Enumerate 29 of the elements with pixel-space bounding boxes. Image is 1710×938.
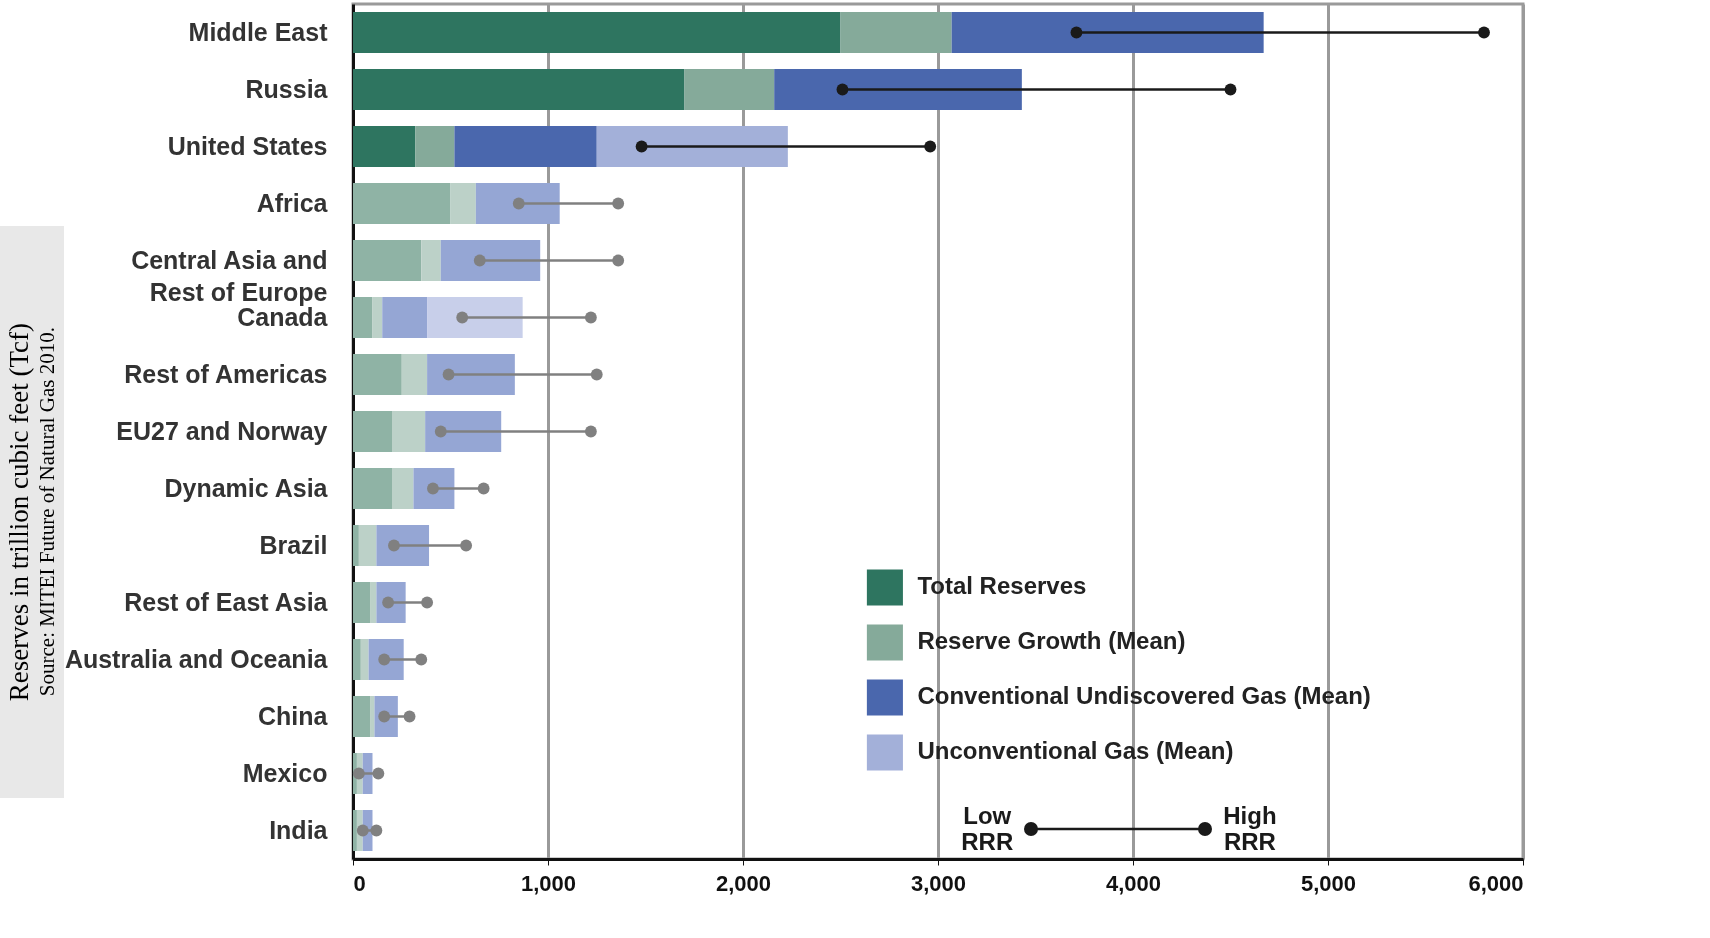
y-tick-label: India [269,815,329,844]
y-tick-label: United States [167,131,328,160]
x-tick-label: 4,000 [1105,870,1162,896]
y-tick-label: Rest of East Asia [124,587,329,616]
y-axis-title: Reserves in trillion cubic feet (Tcf) [4,322,35,702]
y-tick-label: Russia [245,74,329,103]
legend-label: High RRR [1223,801,1277,855]
source-note: Source: MITEI Future of Natural Gas 2010. [35,327,60,697]
y-tick-label: Central Asia and Rest of Europe [131,245,328,306]
legend-label: Total Reserves [917,572,1087,600]
y-tick-label: Australia and Oceania [64,644,329,673]
x-tick-label: 6,000 [1468,870,1524,896]
legend-label: Unconventional Gas (Mean) [917,737,1234,765]
legend-label: Reserve Growth (Mean) [917,627,1186,655]
x-tick-label: 5,000 [1300,870,1357,896]
legend-label: Conventional Undiscovered Gas (Mean) [917,682,1371,710]
y-tick-label: Dynamic Asia [164,473,329,502]
x-tick-label: 0 [353,870,366,896]
y-tick-label: Middle East [188,17,329,46]
y-tick-label: Brazil [259,530,328,559]
x-tick-label: 2,000 [715,870,772,896]
y-tick-label: Rest of Americas [124,359,328,388]
y-tick-label: Mexico [242,758,328,787]
y-tick-label: Africa [256,188,329,217]
y-tick-label: China [258,701,329,730]
text: Low RRR [961,801,1014,855]
x-tick-label: 1,000 [520,870,577,896]
y-tick-label: EU27 and Norway [116,416,328,445]
x-tick-label: 3,000 [910,870,967,896]
